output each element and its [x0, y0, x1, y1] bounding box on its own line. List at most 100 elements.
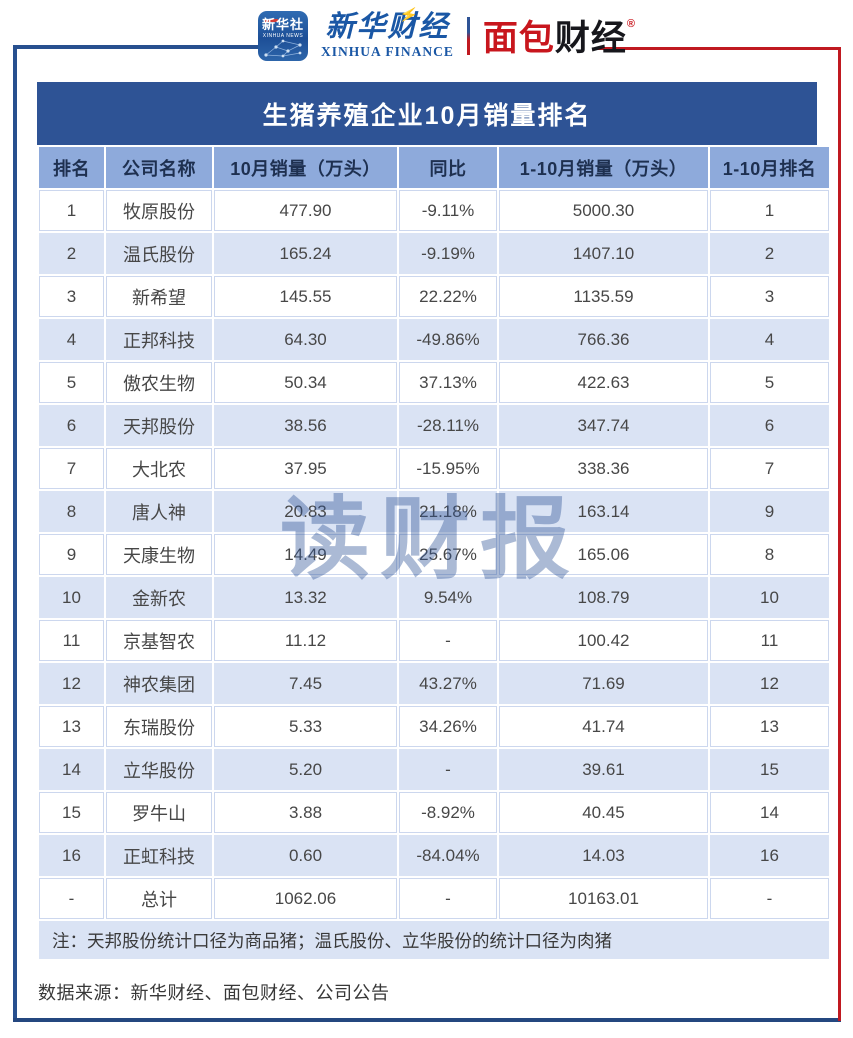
- table-cell: 14: [710, 792, 829, 833]
- table-cell: 牧原股份: [106, 190, 212, 231]
- table-cell: 11: [39, 620, 104, 661]
- table-cell: 5000.30: [499, 190, 708, 231]
- table-cell: 正邦科技: [106, 319, 212, 360]
- table-cell: 15: [39, 792, 104, 833]
- table-cell: 10: [710, 577, 829, 618]
- table-cell: 4: [39, 319, 104, 360]
- table-cell: 立华股份: [106, 749, 212, 790]
- table-cell: 163.14: [499, 491, 708, 532]
- column-header: 公司名称: [106, 147, 212, 188]
- xinhua-news-en-label: XINHUA NEWS: [262, 33, 304, 39]
- table-note-row: 注：天邦股份统计口径为商品猪；温氏股份、立华股份的统计口径为肉猪: [39, 921, 829, 959]
- table-cell: -9.11%: [399, 190, 497, 231]
- table-cell: -: [399, 749, 497, 790]
- red-accent-bar: [265, 19, 278, 22]
- table-cell: 神农集团: [106, 663, 212, 704]
- table-row: 1 牧原股份 477.90 -9.11% 5000.30 1: [39, 190, 829, 231]
- xinhua-finance-en: XINHUA FINANCE: [321, 44, 454, 60]
- table-cell: 64.30: [214, 319, 397, 360]
- table-row: 12 神农集团 7.45 43.27% 71.69 12: [39, 663, 829, 704]
- table-cell: 21.18%: [399, 491, 497, 532]
- table-cell: 14.49: [214, 534, 397, 575]
- table-row: 4 正邦科技 64.30 -49.86% 766.36 4: [39, 319, 829, 360]
- table-row: 3 新希望 145.55 22.22% 1135.59 3: [39, 276, 829, 317]
- data-source-line: 数据来源：新华财经、面包财经、公司公告: [38, 983, 390, 1003]
- table-cell: 正虹科技: [106, 835, 212, 876]
- table-title: 生猪养殖企业10月销量排名: [37, 82, 817, 145]
- column-header: 10月销量（万头）: [214, 147, 397, 188]
- table-row: 6 天邦股份 38.56 -28.11% 347.74 6: [39, 405, 829, 446]
- table-cell: 34.26%: [399, 706, 497, 747]
- table-cell: 40.45: [499, 792, 708, 833]
- table-cell: 12: [39, 663, 104, 704]
- table-cell: 3.88: [214, 792, 397, 833]
- mianbao-cn-dark: 财经: [554, 18, 627, 58]
- table-cell: -9.19%: [399, 233, 497, 274]
- table-row: 7 大北农 37.95 -15.95% 338.36 7: [39, 448, 829, 489]
- table-cell: 15: [710, 749, 829, 790]
- table-cell: 6: [710, 405, 829, 446]
- table-cell: 13: [710, 706, 829, 747]
- table-cell: -15.95%: [399, 448, 497, 489]
- ranking-table: 排名 公司名称 10月销量（万头） 同比 1-10月销量（万头） 1-10月排名 1 牧原股…: [37, 145, 831, 961]
- table-cell: 5: [710, 362, 829, 403]
- logo-divider-line: [466, 17, 470, 55]
- table-cell: 1: [710, 190, 829, 231]
- table-row: 11 京基智农 11.12-100.42 11: [39, 620, 829, 661]
- table-row: 5 傲农生物 50.34 37.13% 422.63 5: [39, 362, 829, 403]
- table-cell: 1062.06: [214, 878, 397, 919]
- table-cell: 1: [39, 190, 104, 231]
- table-cell: -84.04%: [399, 835, 497, 876]
- table-cell: 50.34: [214, 362, 397, 403]
- table-cell: 165.24: [214, 233, 397, 274]
- table-row: 14 立华股份 5.20-39.61 15: [39, 749, 829, 790]
- table-cell: 4: [710, 319, 829, 360]
- table-cell: 13: [39, 706, 104, 747]
- table-row: 15 罗牛山 3.88 -8.92% 40.45 14: [39, 792, 829, 833]
- table-cell: 12: [710, 663, 829, 704]
- column-header: 同比: [399, 147, 497, 188]
- table-cell: 罗牛山: [106, 792, 212, 833]
- xinhua-finance-logo: 新华财经 ⚡ XINHUA FINANCE: [321, 4, 454, 61]
- table-row: 9 天康生物 14.49 25.67% 165.06 8: [39, 534, 829, 575]
- table-cell: 新希望: [106, 276, 212, 317]
- table-cell: 京基智农: [106, 620, 212, 661]
- table-cell: 16: [710, 835, 829, 876]
- table-cell: 7: [39, 448, 104, 489]
- table-cell: -49.86%: [399, 319, 497, 360]
- table-cell: 108.79: [499, 577, 708, 618]
- table-header-row: 排名 公司名称 10月销量（万头） 同比 1-10月销量（万头） 1-10月排名: [39, 147, 829, 188]
- table-cell: 14.03: [499, 835, 708, 876]
- table-cell: 347.74: [499, 405, 708, 446]
- table-note-text: 注：天邦股份统计口径为商品猪；温氏股份、立华股份的统计口径为肉猪: [39, 921, 829, 959]
- table-cell: 9: [710, 491, 829, 532]
- frame-top-left-line: [13, 45, 259, 49]
- table-cell: 766.36: [499, 319, 708, 360]
- table-cell: 5.33: [214, 706, 397, 747]
- column-header: 排名: [39, 147, 104, 188]
- table-cell: -: [399, 878, 497, 919]
- table-cell: 天邦股份: [106, 405, 212, 446]
- table-cell: 温氏股份: [106, 233, 212, 274]
- xinhua-finance-cn: 新华财经 ⚡: [325, 4, 450, 43]
- table-row: 13 东瑞股份 5.33 34.26% 41.74 13: [39, 706, 829, 747]
- table-cell: 7: [710, 448, 829, 489]
- xinhua-news-cn-label: 新华社: [261, 17, 304, 32]
- table-cell: 2: [710, 233, 829, 274]
- table-cell: 傲农生物: [106, 362, 212, 403]
- table-cell: 37.95: [214, 448, 397, 489]
- table-cell: 唐人神: [106, 491, 212, 532]
- table-cell: 100.42: [499, 620, 708, 661]
- table-cell: 16: [39, 835, 104, 876]
- table-cell: 1407.10: [499, 233, 708, 274]
- table-row: 16 正虹科技 0.60 -84.04% 14.03 16: [39, 835, 829, 876]
- table-cell: 5.20: [214, 749, 397, 790]
- table-cell: 477.90: [214, 190, 397, 231]
- table-cell: -28.11%: [399, 405, 497, 446]
- table-cell: 大北农: [106, 448, 212, 489]
- frame-left-line: [13, 45, 17, 1022]
- header-logos: 新华社 XINHUA NEWS 新华财经 ⚡ XINHUA FINANCE 面包 …: [258, 4, 635, 64]
- table-row: 10 金新农 13.32 9.54% 108.79 10: [39, 577, 829, 618]
- table-cell: 3: [710, 276, 829, 317]
- mianbao-caijing-logo: 面包 财经 ®: [483, 17, 635, 56]
